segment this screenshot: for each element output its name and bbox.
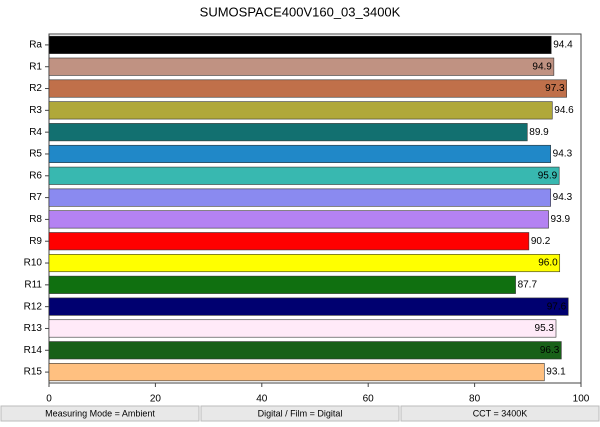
value-label: 93.1 (546, 367, 566, 378)
bar (48, 341, 562, 360)
value-label: 94.3 (553, 149, 573, 160)
footer-text: Digital / Film = Digital (258, 408, 343, 418)
x-tick-label: 100 (573, 394, 590, 405)
bar (48, 57, 555, 76)
footer-text: Measuring Mode = Ambient (45, 408, 155, 418)
y-tick-label: R1 (29, 61, 42, 72)
bar (48, 123, 528, 142)
y-tick-label: R11 (24, 279, 42, 290)
y-tick-label: R12 (24, 301, 43, 312)
y-tick-label: R4 (29, 127, 42, 138)
value-label: 95.9 (538, 170, 558, 181)
bar (48, 35, 552, 54)
y-tick-label: R14 (24, 345, 43, 356)
x-tick-label: 20 (150, 394, 162, 405)
x-tick-label: 60 (363, 394, 375, 405)
y-tick-label: R7 (29, 192, 42, 203)
bar (48, 101, 553, 120)
x-tick-label: 0 (46, 394, 52, 405)
value-label: 96.3 (540, 345, 560, 356)
bar (48, 363, 545, 382)
value-label: 93.9 (551, 214, 571, 225)
value-label: 95.3 (535, 323, 555, 334)
footer-text: CCT = 3400K (473, 408, 528, 418)
y-tick-label: R13 (24, 323, 43, 334)
value-label: 96.0 (538, 258, 558, 269)
bar (48, 275, 516, 294)
footer-cell (400, 405, 600, 422)
x-tick-label: 80 (469, 394, 481, 405)
bar (48, 144, 551, 163)
plot-frame (48, 33, 582, 384)
bar (48, 232, 530, 251)
x-tick-label: 40 (256, 394, 268, 405)
value-label: 94.9 (532, 61, 552, 72)
value-label: 94.3 (553, 192, 573, 203)
y-tick-label: R9 (29, 236, 42, 247)
bar (48, 319, 557, 338)
bar (48, 188, 551, 207)
value-label: 87.7 (518, 279, 538, 290)
chart-title: SUMOSPACE400V160_03_3400K (200, 4, 401, 19)
y-tick-label: R15 (24, 367, 43, 378)
bar (48, 210, 549, 229)
footer-cell (200, 405, 400, 422)
y-tick-label: Ra (29, 40, 42, 51)
y-tick-label: R5 (29, 149, 42, 160)
value-label: 97.3 (545, 83, 565, 94)
bar (48, 79, 567, 98)
value-label: 97.6 (547, 301, 567, 312)
y-tick-label: R2 (29, 83, 42, 94)
bar (48, 166, 560, 185)
y-tick-label: R10 (24, 258, 43, 269)
y-tick-label: R6 (29, 170, 42, 181)
y-tick-label: R8 (29, 214, 42, 225)
value-label: 94.4 (553, 40, 573, 51)
footer-cell (0, 405, 200, 422)
y-tick-label: R3 (29, 105, 42, 116)
value-label: 94.6 (554, 105, 574, 116)
value-label: 90.2 (531, 236, 551, 247)
bar (48, 254, 561, 273)
bar (48, 297, 569, 316)
value-label: 89.9 (529, 127, 549, 138)
